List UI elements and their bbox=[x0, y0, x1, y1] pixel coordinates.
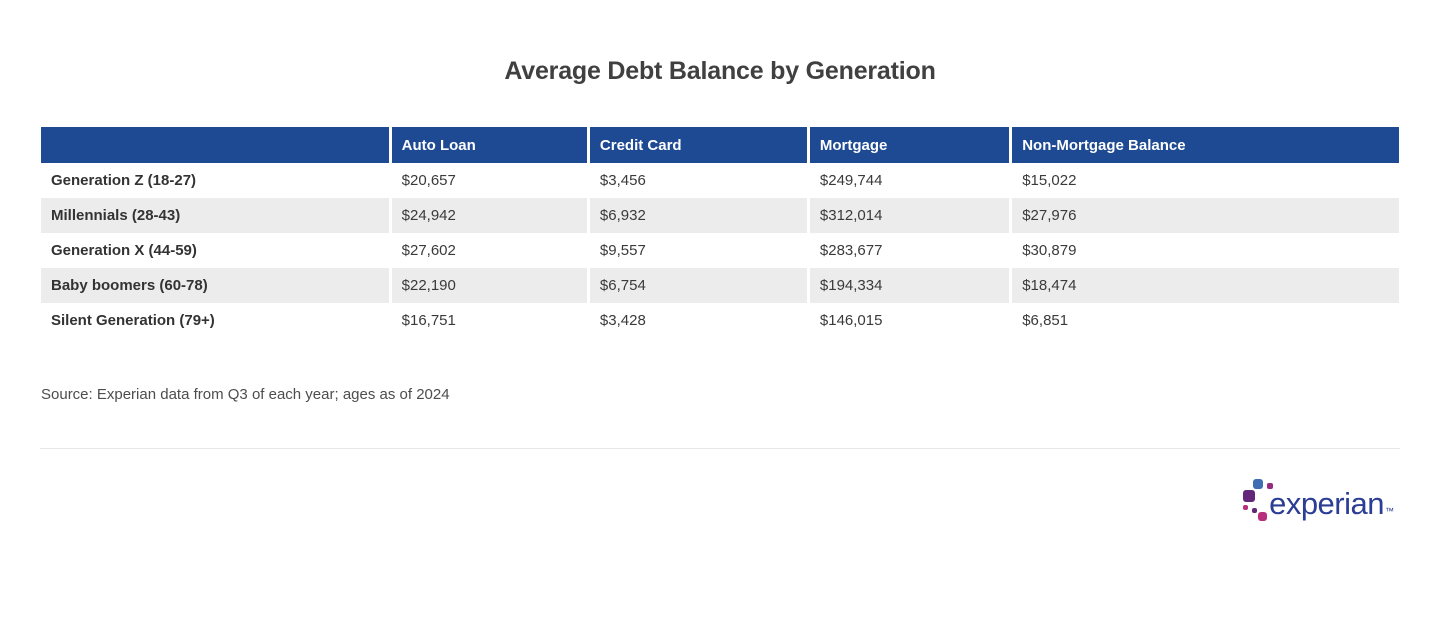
page-title: Average Debt Balance by Generation bbox=[504, 57, 936, 85]
cell-value: $6,851 bbox=[1009, 303, 1399, 338]
row-label: Millennials (28-43) bbox=[41, 198, 389, 233]
cell-value: $18,474 bbox=[1009, 268, 1399, 303]
logo-dot-pink-left-icon bbox=[1243, 505, 1249, 510]
cell-value: $24,942 bbox=[388, 198, 587, 233]
table-row: Silent Generation (79+) $16,751 $3,428 $146… bbox=[41, 303, 1399, 338]
logo-dot-magenta-icon bbox=[1267, 483, 1274, 489]
cell-value: $30,879 bbox=[1009, 233, 1399, 268]
table-row: Generation X (44-59) $27,602 $9,557 $283,67… bbox=[41, 233, 1399, 268]
cell-value: $27,976 bbox=[1009, 198, 1399, 233]
cell-value: $3,456 bbox=[586, 163, 807, 198]
table-row: Generation Z (18-27) $20,657 $3,456 $249,74… bbox=[41, 163, 1399, 198]
table-container: Auto Loan Credit Card Mortgage Non-Mortgage… bbox=[41, 127, 1399, 338]
column-header-non-mortgage-balance: Non-Mortgage Balance bbox=[1009, 127, 1399, 163]
cell-value: $249,744 bbox=[806, 163, 1010, 198]
cell-value: $6,754 bbox=[586, 268, 807, 303]
logo-dot-pink-bottom-icon bbox=[1258, 512, 1268, 521]
cell-value: $312,014 bbox=[806, 198, 1010, 233]
cell-value: $22,190 bbox=[388, 268, 587, 303]
column-header-blank bbox=[41, 127, 389, 163]
experian-logo-text: experian bbox=[1269, 486, 1384, 521]
row-label: Generation X (44-59) bbox=[41, 233, 389, 268]
column-header-credit-card: Credit Card bbox=[586, 127, 807, 163]
row-label: Generation Z (18-27) bbox=[41, 163, 389, 198]
cell-value: $283,677 bbox=[806, 233, 1010, 268]
cell-value: $16,751 bbox=[388, 303, 587, 338]
cell-value: $146,015 bbox=[806, 303, 1010, 338]
logo-dot-purple-icon bbox=[1243, 490, 1256, 502]
cell-value: $20,657 bbox=[388, 163, 587, 198]
row-label: Silent Generation (79+) bbox=[41, 303, 389, 338]
cell-value: $27,602 bbox=[388, 233, 587, 268]
cell-value: $6,932 bbox=[586, 198, 807, 233]
column-header-auto-loan: Auto Loan bbox=[388, 127, 587, 163]
debt-balance-table: Auto Loan Credit Card Mortgage Non-Mortgage… bbox=[41, 127, 1399, 338]
table-header: Auto Loan Credit Card Mortgage Non-Mortgage… bbox=[41, 127, 1399, 163]
column-header-mortgage: Mortgage bbox=[806, 127, 1010, 163]
table-row: Millennials (28-43) $24,942 $6,932 $312,014… bbox=[41, 198, 1399, 233]
table-row: Baby boomers (60-78) $22,190 $6,754 $194,33… bbox=[41, 268, 1399, 303]
table-body: Generation Z (18-27) $20,657 $3,456 $249,74… bbox=[41, 163, 1399, 338]
experian-logo-mark-icon bbox=[1243, 475, 1275, 523]
table-header-row: Auto Loan Credit Card Mortgage Non-Mortgage… bbox=[41, 127, 1399, 163]
logo-row: experian ™ bbox=[0, 475, 1394, 523]
divider bbox=[40, 448, 1400, 449]
experian-logo: experian ™ bbox=[1243, 475, 1394, 523]
cell-value: $194,334 bbox=[806, 268, 1010, 303]
infographic-page: Average Debt Balance by Generation Auto … bbox=[0, 56, 1440, 627]
cell-value: $3,428 bbox=[586, 303, 807, 338]
logo-dot-purple-small-icon bbox=[1252, 508, 1258, 513]
cell-value: $9,557 bbox=[586, 233, 807, 268]
logo-dot-blue-icon bbox=[1253, 479, 1264, 489]
row-label: Baby boomers (60-78) bbox=[41, 268, 389, 303]
trademark-symbol: ™ bbox=[1385, 506, 1394, 516]
cell-value: $15,022 bbox=[1009, 163, 1399, 198]
source-note: Source: Experian data from Q3 of each ye… bbox=[41, 386, 450, 403]
